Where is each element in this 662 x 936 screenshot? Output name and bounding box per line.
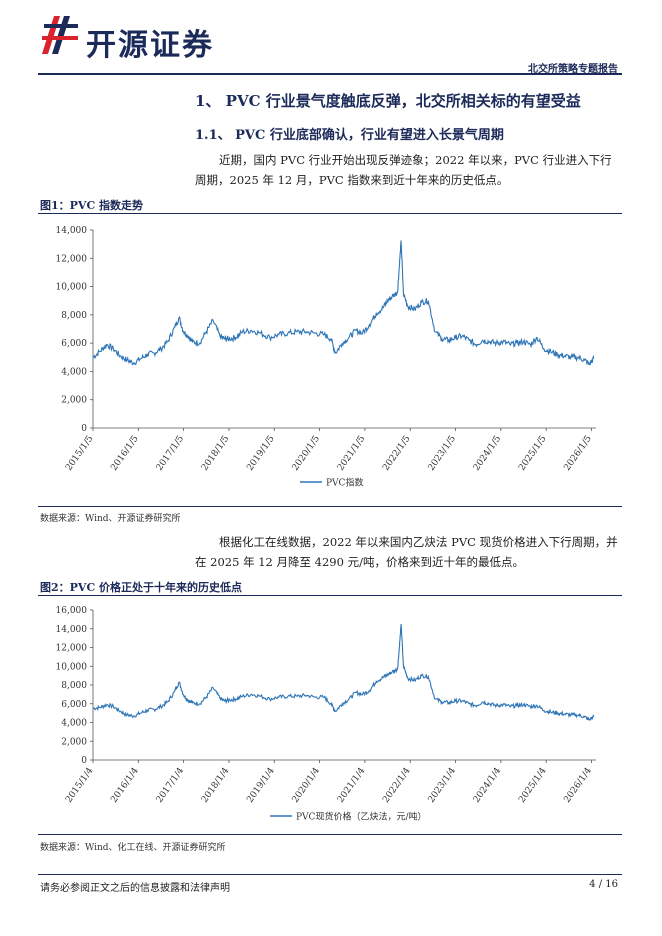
- x-tick-label: 2018/1/4: [200, 766, 232, 805]
- x-tick-label: 2022/1/4: [381, 766, 413, 805]
- legend-label: PVC指数: [326, 477, 363, 489]
- x-tick-label: 2016/1/4: [109, 766, 141, 805]
- x-tick-label: 2015/1/4: [64, 766, 96, 805]
- legend-label: PVC现货价格（乙炔法，元/吨）: [296, 811, 426, 823]
- y-tick-label: 12,000: [56, 644, 88, 654]
- x-tick-label: 2024/1/4: [472, 766, 504, 805]
- x-tick-label: 2016/1/5: [109, 434, 141, 473]
- x-tick-label: 2026/1/4: [563, 766, 595, 805]
- brand-name: 开源证券: [86, 28, 214, 63]
- footer-disclaimer: 请务必参阅正文之后的信息披露和法律声明: [40, 883, 230, 894]
- x-tick-label: 2024/1/5: [472, 434, 504, 473]
- subsection-heading: 1.1、 PVC 行业底部确认，行业有望进入长景气周期: [195, 128, 504, 143]
- figure1-title: 图1：PVC 指数走势: [40, 199, 144, 212]
- x-tick-label: 2025/1/4: [517, 766, 549, 805]
- figure2-bottom-rule: [38, 834, 622, 835]
- figure1-top-rule: [38, 213, 622, 214]
- x-tick-label: 2020/1/4: [291, 766, 323, 805]
- y-tick-label: 4,000: [61, 719, 87, 729]
- figure2-top-rule: [38, 595, 622, 596]
- x-tick-label: 2019/1/4: [245, 766, 277, 805]
- figure2-chart: 0 2,000 4,000 6,000 8,000 10,000 12,000 14,000 1…: [56, 606, 596, 823]
- y-tick-label: 16,000: [56, 606, 88, 616]
- y-tick-label: 8,000: [61, 311, 87, 321]
- y-tick-label: 6,000: [61, 339, 87, 349]
- y-tick-label: 10,000: [56, 662, 88, 672]
- x-tick-label: 2017/1/5: [155, 434, 187, 473]
- y-tick-label: 2,000: [61, 396, 87, 406]
- x-tick-label: 2022/1/5: [381, 434, 413, 473]
- x-tick-label: 2018/1/5: [200, 434, 232, 473]
- logo-mark-icon: [42, 16, 78, 54]
- logo: [40, 14, 82, 56]
- paragraph-2: 根据化工在线数据，2022 年以来国内乙炔法 PVC 现货价格进入下行周期，并在…: [195, 535, 618, 569]
- y-tick-label: 10,000: [56, 283, 88, 293]
- x-tick-label: 2021/1/5: [336, 434, 368, 473]
- x-tick-label: 2015/1/5: [64, 434, 96, 473]
- footer-divider: [38, 874, 622, 875]
- figure1-bottom-rule: [38, 506, 622, 507]
- y-tick-label: 4,000: [61, 367, 87, 377]
- series-line: [93, 624, 595, 721]
- figure1-chart: 0 2,000 4,000 6,000 8,000 10,000 12,000 14,000 2…: [56, 226, 596, 489]
- y-tick-label: 14,000: [56, 226, 88, 236]
- y-tick-label: 0: [81, 424, 87, 434]
- page-number: 4 / 16: [589, 879, 618, 890]
- x-tick-label: 2019/1/5: [245, 434, 277, 473]
- x-tick-label: 2026/1/5: [563, 434, 595, 473]
- report-type: 北交所策略专题报告: [528, 64, 618, 75]
- y-tick-label: 12,000: [56, 254, 88, 264]
- x-tick-label: 2017/1/4: [155, 766, 187, 805]
- x-tick-label: 2020/1/5: [291, 434, 323, 473]
- y-tick-label: 0: [81, 756, 87, 766]
- header-divider: [38, 73, 622, 75]
- y-tick-label: 14,000: [56, 625, 88, 635]
- figure2-title: 图2：PVC 价格正处于十年来的历史低点: [40, 581, 243, 594]
- x-tick-label: 2025/1/5: [517, 434, 549, 473]
- series-line: [92, 239, 595, 366]
- figure1-source: 数据来源：Wind、开源证券研究所: [40, 514, 181, 524]
- x-tick-label: 2023/1/4: [427, 766, 459, 805]
- x-tick-label: 2023/1/5: [427, 434, 459, 473]
- y-tick-label: 8,000: [61, 681, 87, 691]
- section-heading: 1、 PVC 行业景气度触底反弹，北交所相关标的有望受益: [195, 92, 581, 110]
- y-tick-label: 2,000: [61, 737, 87, 747]
- paragraph-1: 近期，国内 PVC 行业开始出现反弹迹象；2022 年以来，PVC 行业进入下行…: [195, 153, 612, 187]
- x-tick-label: 2021/1/4: [336, 766, 368, 805]
- y-tick-label: 6,000: [61, 700, 87, 710]
- figure2-source: 数据来源：Wind、化工在线、开源证券研究所: [40, 843, 226, 853]
